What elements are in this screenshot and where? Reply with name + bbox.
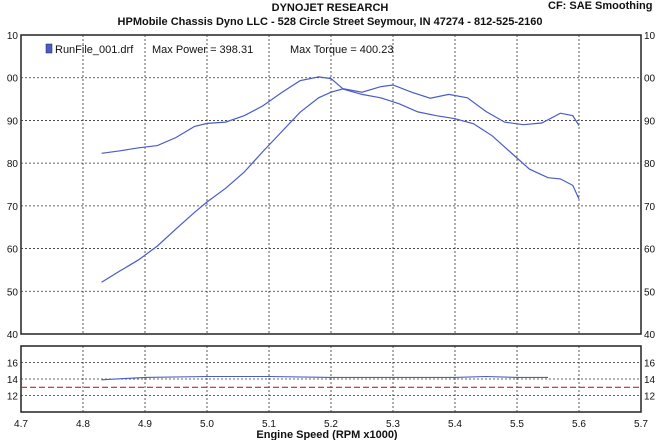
legend-max-torque: Max Torque = 400.23 bbox=[290, 44, 393, 56]
correction-factor-label: CF: SAE Smoothing bbox=[548, 0, 653, 12]
y-tick-label-right: 50 bbox=[644, 287, 656, 298]
legend-max-power: Max Power = 398.31 bbox=[152, 44, 253, 56]
y-tick-label-left: 50 bbox=[7, 287, 19, 298]
x-tick-label: 5.3 bbox=[386, 419, 400, 430]
legend: RunFile_001.drf Max Power = 398.31 Max T… bbox=[45, 43, 393, 56]
chart-subtitle: HPMobile Chassis Dyno LLC - 528 Circle S… bbox=[117, 16, 543, 28]
legend-swatch bbox=[45, 43, 53, 54]
x-tick-label: 5.0 bbox=[200, 419, 214, 430]
y-tick-label-left: 40 bbox=[7, 330, 19, 341]
x-axis-label: Engine Speed (RPM x1000) bbox=[256, 429, 398, 440]
chart-title: DYNOJET RESEARCH bbox=[271, 2, 389, 14]
y-tick-label-right: 80 bbox=[644, 159, 656, 170]
y-tick-label-right: 90 bbox=[644, 116, 656, 127]
y-tick-label-left: 90 bbox=[7, 116, 19, 127]
legend-run-file: RunFile_001.drf bbox=[55, 44, 134, 56]
x-tick-label: 5.7 bbox=[634, 419, 648, 430]
y-tick-label-left: 10 bbox=[7, 31, 19, 42]
afr-y-tick-label-right: 14 bbox=[644, 375, 656, 386]
afr-y-tick-label-right: 12 bbox=[644, 392, 656, 403]
x-tick-label: 5.4 bbox=[448, 419, 462, 430]
afr-y-tick-label-left: 14 bbox=[7, 375, 19, 386]
x-tick-label: 5.6 bbox=[572, 419, 586, 430]
y-tick-label-left: 80 bbox=[7, 159, 19, 170]
y-tick-label-right: 40 bbox=[644, 330, 656, 341]
y-tick-label-right: 60 bbox=[644, 245, 656, 256]
x-tick-label: 4.9 bbox=[138, 419, 152, 430]
x-tick-label: 4.8 bbox=[76, 419, 90, 430]
afr-y-tick-label-left: 16 bbox=[7, 359, 19, 370]
y-tick-label-left: 00 bbox=[7, 74, 19, 85]
x-tick-label: 4.7 bbox=[14, 419, 28, 430]
afr-y-tick-label-right: 16 bbox=[644, 359, 656, 370]
afr-y-tick-label-left: 12 bbox=[7, 392, 19, 403]
afr-curve bbox=[101, 375, 548, 381]
afr-plot-panel: 4.7 4.8 4.9 5.0 5.1 5.2 5.3 5.4 5.5 5.6 5.7 12 14 16 1… bbox=[7, 345, 656, 430]
y-tick-label-left: 70 bbox=[7, 202, 19, 213]
y-tick-label-right: 00 bbox=[644, 74, 656, 85]
y-tick-label-right: 10 bbox=[644, 31, 656, 42]
y-tick-label-right: 70 bbox=[644, 202, 656, 213]
x-tick-label: 5.1 bbox=[262, 419, 276, 430]
x-tick-label: 5.2 bbox=[324, 419, 338, 430]
x-tick-label: 5.5 bbox=[510, 419, 524, 430]
y-tick-label-left: 60 bbox=[7, 245, 19, 256]
main-plot-panel: 40 50 60 70 80 90 00 10 40 50 60 70 80 90 00 10 bbox=[7, 31, 656, 341]
power-curve bbox=[101, 84, 580, 283]
